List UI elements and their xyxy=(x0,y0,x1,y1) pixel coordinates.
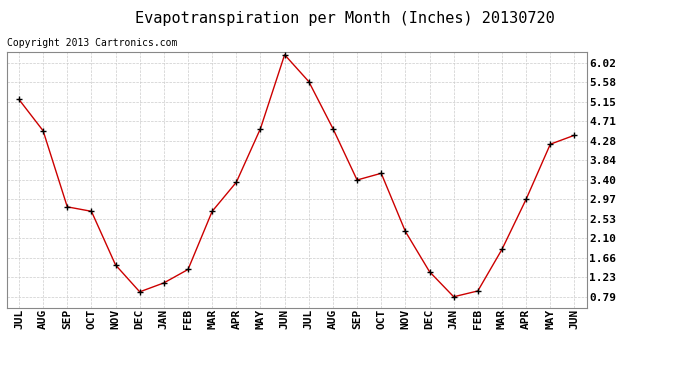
Text: Evapotranspiration per Month (Inches) 20130720: Evapotranspiration per Month (Inches) 20… xyxy=(135,11,555,26)
Text: Copyright 2013 Cartronics.com: Copyright 2013 Cartronics.com xyxy=(7,38,177,48)
Text: ET  (Inches): ET (Inches) xyxy=(508,41,589,51)
